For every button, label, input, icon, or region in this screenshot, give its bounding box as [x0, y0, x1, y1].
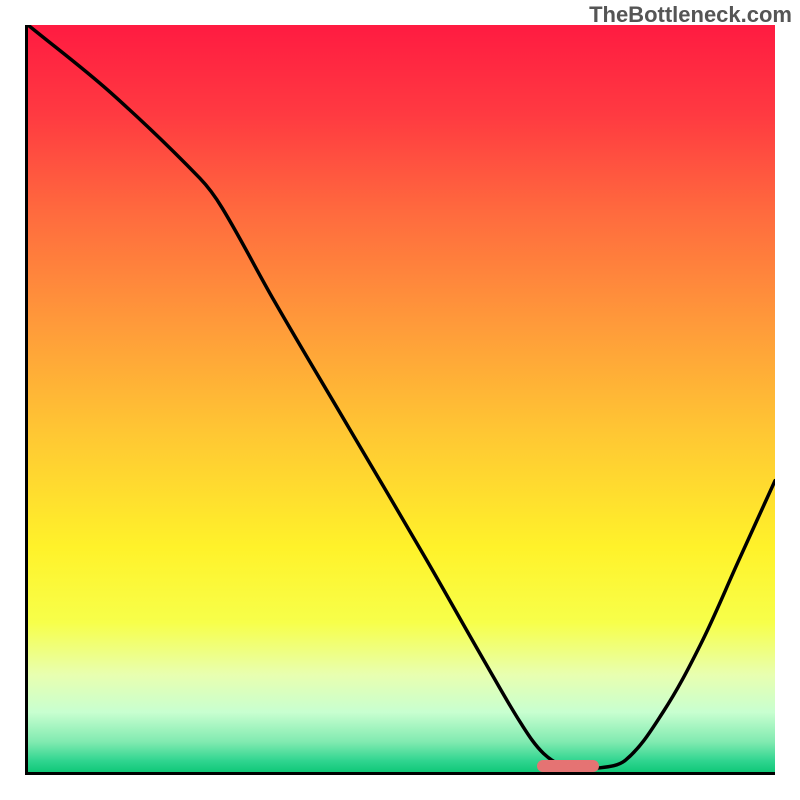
chart-container: TheBottleneck.com [0, 0, 800, 800]
plot-area [25, 25, 775, 775]
optimal-marker [537, 760, 599, 772]
watermark-text: TheBottleneck.com [589, 2, 792, 28]
curve-line [28, 25, 775, 772]
